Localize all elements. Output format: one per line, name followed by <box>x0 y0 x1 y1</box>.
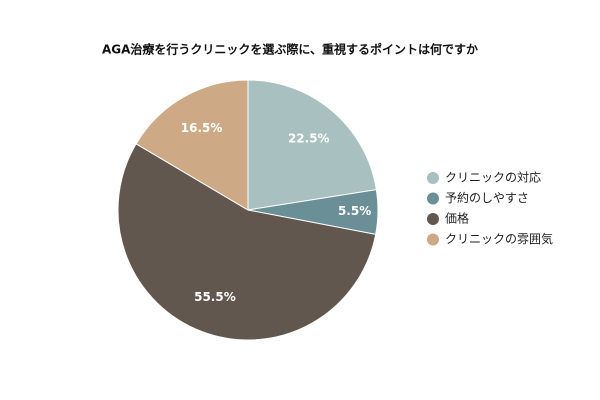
data-label: 5.5% <box>338 204 371 218</box>
legend-marker <box>427 172 439 184</box>
data-label: 55.5% <box>194 290 236 304</box>
pie-slice <box>135 79 249 211</box>
legend-marker <box>427 213 439 225</box>
data-label: 16.5% <box>181 121 223 135</box>
legend-label: クリニックの対応 <box>445 171 541 185</box>
legend-marker <box>427 233 439 246</box>
legend-label: 価格 <box>445 211 469 226</box>
data-label: 22.5% <box>288 131 330 145</box>
pie-slice <box>247 79 377 211</box>
pie-slice <box>117 143 377 341</box>
chart-title: AGA治療を行うクリニックを選ぶ際に、重視するポイントは何ですか <box>102 42 478 57</box>
legend-label: 予約のしやすさ <box>445 190 529 205</box>
legend-label: クリニックの雰囲気 <box>445 231 553 246</box>
legend-marker <box>427 192 439 205</box>
